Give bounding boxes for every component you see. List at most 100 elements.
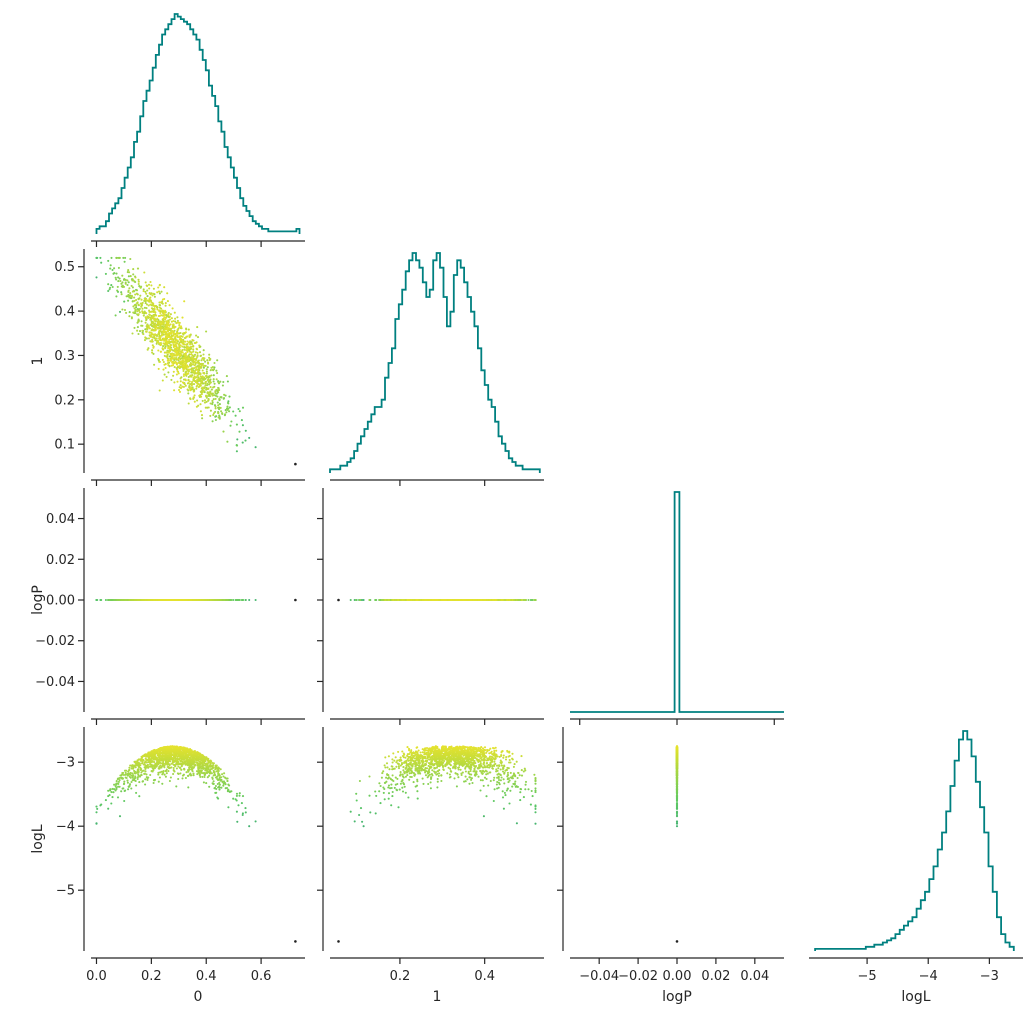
scatter-point — [227, 402, 230, 405]
scatter-point — [141, 307, 144, 310]
scatter-point — [167, 347, 170, 350]
scatter-point — [232, 598, 235, 602]
scatter-point — [174, 317, 177, 320]
scatter-point — [176, 380, 179, 383]
scatter-point — [220, 410, 223, 413]
scatter-point — [169, 323, 172, 326]
scatter-point — [431, 598, 435, 602]
scatter-point — [150, 310, 153, 313]
scatter-point — [193, 394, 196, 397]
scatter-point — [136, 302, 139, 305]
scatter-point — [170, 357, 173, 360]
scatter-point — [205, 368, 208, 371]
scatter-point — [456, 598, 459, 602]
scatter-point — [163, 327, 166, 331]
scatter-point — [164, 309, 167, 312]
scatter-point — [178, 390, 182, 393]
scatter-point — [180, 360, 183, 363]
histogram-step — [329, 252, 541, 473]
scatter-point — [162, 360, 165, 364]
scatter-point — [138, 311, 141, 314]
scatter-point — [152, 292, 155, 295]
scatter-point — [215, 415, 218, 418]
scatter-point — [244, 439, 247, 442]
scatter-point — [190, 356, 193, 359]
scatter-point — [113, 267, 116, 270]
scatter-point — [167, 313, 170, 316]
scatter-point — [214, 418, 217, 422]
scatter-point — [197, 359, 200, 362]
scatter-point — [195, 387, 198, 390]
scatter-point — [207, 393, 210, 396]
scatter-point — [135, 306, 138, 309]
scatter-point — [117, 780, 120, 783]
scatter-point — [181, 335, 184, 338]
scatter-point — [207, 387, 210, 390]
scatter-point — [191, 380, 194, 383]
scatter-point — [229, 424, 232, 427]
scatter-point — [212, 374, 215, 377]
scatter-point — [132, 268, 135, 271]
scatter-point — [156, 291, 159, 294]
scatter-point — [199, 410, 202, 413]
scatter-point — [198, 351, 202, 354]
scatter-point — [419, 598, 422, 602]
scatter-point — [172, 326, 175, 329]
scatter-point — [136, 310, 139, 313]
scatter-point — [146, 284, 149, 288]
scatter-point — [180, 327, 183, 330]
scatter-point — [162, 323, 165, 326]
scatter-point — [235, 423, 238, 426]
scatter-point — [109, 286, 112, 289]
scatter-point — [248, 825, 251, 828]
scatter-point — [110, 284, 113, 287]
scatter-point — [146, 295, 149, 298]
scatter-point — [416, 598, 419, 602]
scatter-point — [183, 343, 186, 346]
scatter-point — [134, 276, 137, 279]
scatter-point — [193, 341, 196, 345]
scatter-point — [155, 324, 158, 327]
scatter-point — [95, 256, 98, 259]
scatter-point — [153, 295, 156, 298]
scatter-point — [175, 354, 178, 357]
scatter-point — [158, 322, 161, 325]
scatter-point — [127, 788, 130, 791]
scatter-point — [163, 373, 166, 376]
scatter-point — [123, 598, 127, 602]
scatter-point — [142, 333, 145, 336]
scatter-point — [190, 386, 193, 390]
scatter-point — [206, 359, 209, 362]
scatter-point — [202, 781, 205, 784]
scatter-point — [160, 326, 163, 329]
scatter-point — [202, 389, 205, 392]
scatter-point — [138, 795, 141, 798]
scatter-point — [95, 822, 98, 825]
scatter-point — [387, 598, 390, 602]
scatter-point — [132, 305, 135, 308]
scatter-point — [225, 411, 228, 414]
scatter-point — [191, 339, 194, 342]
scatter-point — [192, 348, 195, 351]
scatter-point — [184, 346, 187, 349]
y-tick-label: −0.04 — [35, 675, 75, 690]
scatter-point — [213, 786, 217, 789]
scatter-point — [217, 381, 220, 384]
scatter-point — [170, 348, 173, 351]
scatter-point — [211, 403, 214, 406]
scatter-point — [175, 368, 179, 371]
scatter-point — [116, 782, 119, 785]
scatter-point — [112, 791, 115, 794]
scatter-point — [230, 420, 233, 423]
scatter-point — [222, 380, 225, 384]
scatter-point — [114, 314, 117, 317]
scatter-point — [211, 394, 214, 397]
scatter-point — [145, 312, 148, 315]
scatter-point — [202, 349, 205, 352]
scatter-point — [149, 335, 152, 338]
scatter-point — [223, 393, 226, 396]
scatter-point — [172, 340, 175, 343]
scatter-point — [174, 341, 177, 344]
scatter-point — [162, 337, 165, 340]
scatter-point — [193, 375, 196, 378]
